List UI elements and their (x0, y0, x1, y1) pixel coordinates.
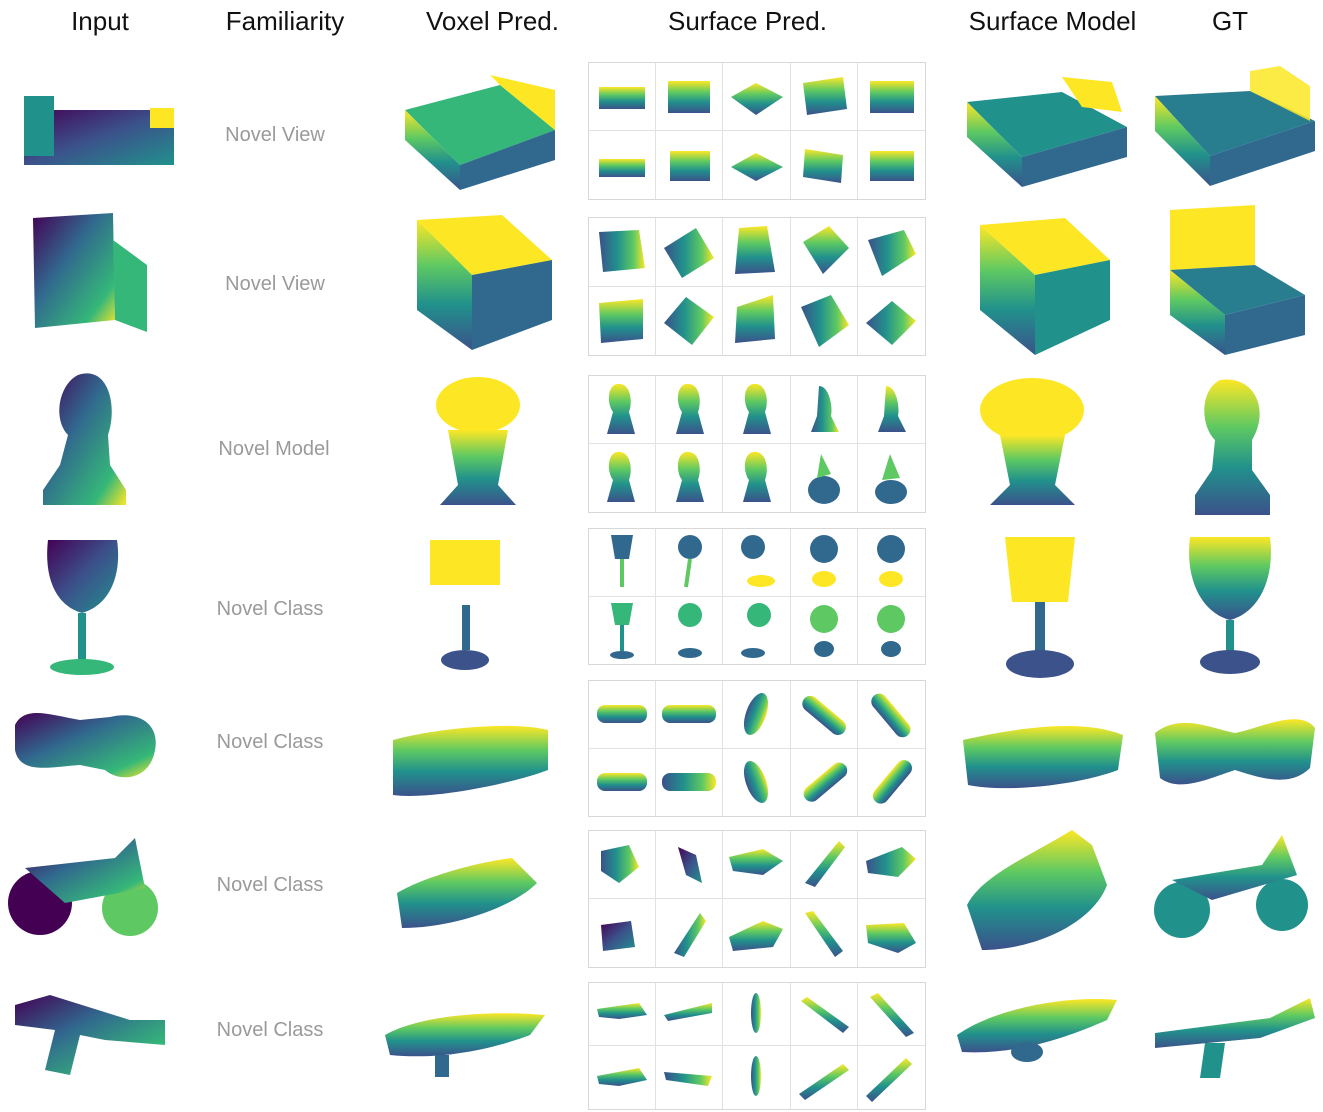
input-depth-bed (20, 88, 180, 168)
header-voxel-pred: Voxel Pred. (426, 6, 559, 36)
surface-pred-grid-bone (588, 680, 926, 817)
surface-model-bed (962, 72, 1132, 192)
header-surface-pred: Surface Pred. (668, 6, 827, 36)
familiarity-label: Novel Class (216, 1019, 324, 1041)
voxel-pred-bone (388, 715, 553, 805)
voxel-pred-bed (400, 70, 560, 190)
surface-model-rifle (952, 990, 1122, 1075)
gt-armchair (1165, 205, 1310, 360)
surface-pred-grid-chess-knight (588, 375, 926, 513)
voxel-pred-wine-glass (425, 535, 505, 680)
surface-pred-grid-wine-glass (588, 528, 926, 665)
familiarity-label: Novel Model (218, 438, 330, 460)
header-familiarity: Familiarity (225, 6, 345, 36)
header-surface-model: Surface Model (968, 6, 1137, 36)
gt-rifle (1150, 993, 1320, 1083)
header-gt: GT (1211, 6, 1249, 36)
surface-model-motorcycle (962, 825, 1112, 955)
familiarity-label: Novel View (225, 273, 325, 295)
input-depth-motorcycle (5, 828, 160, 948)
surface-pred-grid-bed (588, 62, 926, 200)
gt-bed (1150, 66, 1320, 191)
surface-pred-grid-armchair (588, 217, 926, 356)
surface-pred-grid-motorcycle (588, 830, 926, 968)
voxel-pred-chess-knight (428, 375, 528, 520)
surface-model-wine-glass (1000, 532, 1080, 682)
surface-pred-grid-rifle (588, 982, 926, 1110)
gt-bone (1150, 708, 1320, 798)
familiarity-label: Novel Class (216, 874, 324, 896)
gt-motorcycle (1152, 830, 1312, 945)
gt-chess-knight (1190, 370, 1275, 520)
familiarity-label: Novel View (225, 124, 325, 146)
header-input: Input (71, 6, 129, 36)
familiarity-label: Novel Class (216, 731, 324, 753)
input-depth-rifle (10, 990, 170, 1080)
gt-wine-glass (1185, 532, 1275, 680)
input-depth-wine-glass (40, 535, 125, 680)
surface-model-chess-knight (975, 375, 1090, 520)
surface-model-bone (958, 715, 1128, 795)
voxel-pred-rifle (380, 1005, 550, 1080)
surface-model-armchair (975, 215, 1115, 360)
input-depth-chess-knight (38, 365, 133, 515)
familiarity-label: Novel Class (216, 598, 324, 620)
voxel-pred-armchair (412, 210, 557, 355)
input-depth-bone (10, 705, 160, 785)
voxel-pred-motorcycle (392, 848, 542, 933)
input-depth-armchair (25, 210, 155, 340)
